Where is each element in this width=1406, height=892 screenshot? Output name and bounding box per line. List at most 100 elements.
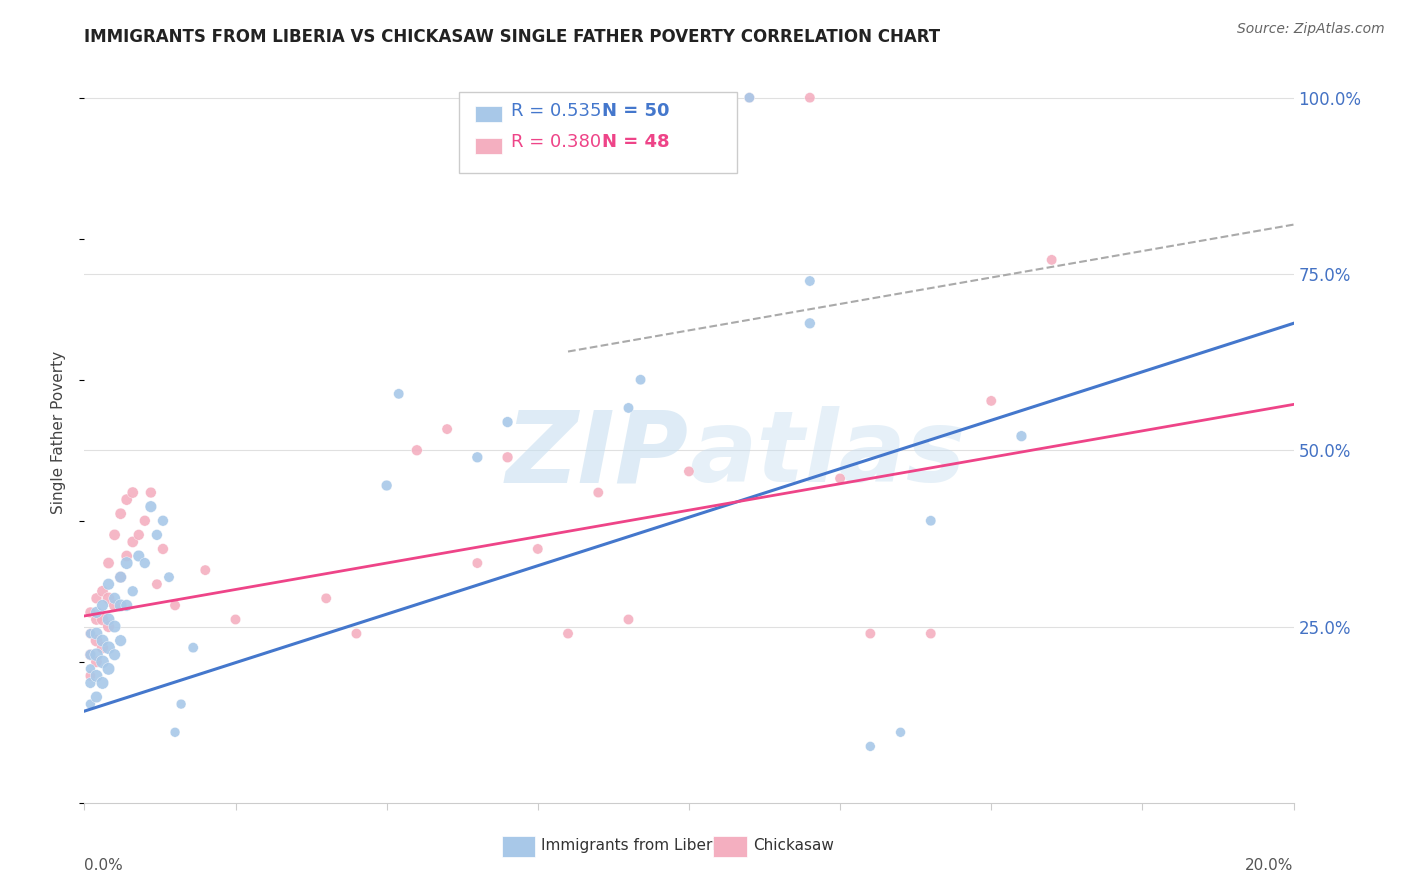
Point [104,591,127,606]
Point [1011,429,1033,443]
Point [79,697,101,711]
Point [79,648,101,662]
Point [139,485,162,500]
Point [678,464,700,478]
Point [527,541,550,556]
Point [134,556,156,570]
Point [980,393,1002,408]
Text: 0.0%: 0.0% [84,858,124,873]
Point [110,599,132,613]
Text: R = 0.380: R = 0.380 [512,134,602,152]
Point [617,401,640,415]
Point [104,619,127,633]
Point [557,626,579,640]
Point [97,640,120,655]
Y-axis label: Single Father Poverty: Single Father Poverty [51,351,66,514]
Point [115,556,138,570]
Point [91,633,114,648]
Point [91,612,114,626]
Point [104,599,127,613]
Point [467,556,489,570]
FancyBboxPatch shape [475,106,502,122]
Point [121,535,143,549]
Point [91,655,114,669]
Point [165,599,187,613]
Point [121,485,143,500]
Text: N = 48: N = 48 [602,134,669,152]
Point [110,570,132,584]
Point [115,492,138,507]
Point [91,599,114,613]
Point [859,739,882,754]
Point [920,514,942,528]
Point [79,648,101,662]
Point [165,725,187,739]
Point [617,612,640,626]
Point [115,599,138,613]
Point [86,591,108,606]
Point [91,584,114,599]
Point [91,640,114,655]
Point [799,316,821,330]
Text: Immigrants from Liberia: Immigrants from Liberia [541,838,727,854]
Point [110,633,132,648]
Point [920,626,942,640]
Point [170,697,193,711]
Text: Chickasaw: Chickasaw [754,838,834,854]
Point [128,549,150,563]
Point [110,570,132,584]
Point [97,662,120,676]
Point [152,514,174,528]
Point [97,619,120,633]
Point [346,626,368,640]
Point [146,528,169,542]
Point [86,655,108,669]
FancyBboxPatch shape [475,138,502,154]
Point [467,450,489,465]
Point [86,648,108,662]
Text: Source: ZipAtlas.com: Source: ZipAtlas.com [1237,22,1385,37]
Point [388,387,411,401]
FancyBboxPatch shape [713,836,747,857]
Point [890,725,912,739]
Point [436,422,458,436]
Point [738,91,761,105]
Point [1040,252,1063,267]
Point [86,669,108,683]
Point [79,626,101,640]
Text: N = 50: N = 50 [602,102,669,120]
Point [86,612,108,626]
Point [375,478,398,492]
Point [830,471,852,485]
Point [157,570,180,584]
Point [79,662,101,676]
Point [86,690,108,704]
Point [152,541,174,556]
Point [86,626,108,640]
Point [146,577,169,591]
Point [630,373,652,387]
Point [104,648,127,662]
FancyBboxPatch shape [502,836,536,857]
Text: 20.0%: 20.0% [1246,858,1294,873]
Point [139,500,162,514]
Point [97,612,120,626]
Text: atlas: atlas [689,407,966,503]
Point [79,676,101,690]
Text: IMMIGRANTS FROM LIBERIA VS CHICKASAW SINGLE FATHER POVERTY CORRELATION CHART: IMMIGRANTS FROM LIBERIA VS CHICKASAW SIN… [84,28,941,45]
Point [79,669,101,683]
Point [496,450,519,465]
Point [79,606,101,620]
Text: R = 0.535: R = 0.535 [512,102,602,120]
Point [86,633,108,648]
Point [406,443,429,458]
Point [97,556,120,570]
Point [97,591,120,606]
Point [134,514,156,528]
Point [121,584,143,599]
Point [738,91,761,105]
Point [799,274,821,288]
Point [128,528,150,542]
Point [91,676,114,690]
Point [115,549,138,563]
